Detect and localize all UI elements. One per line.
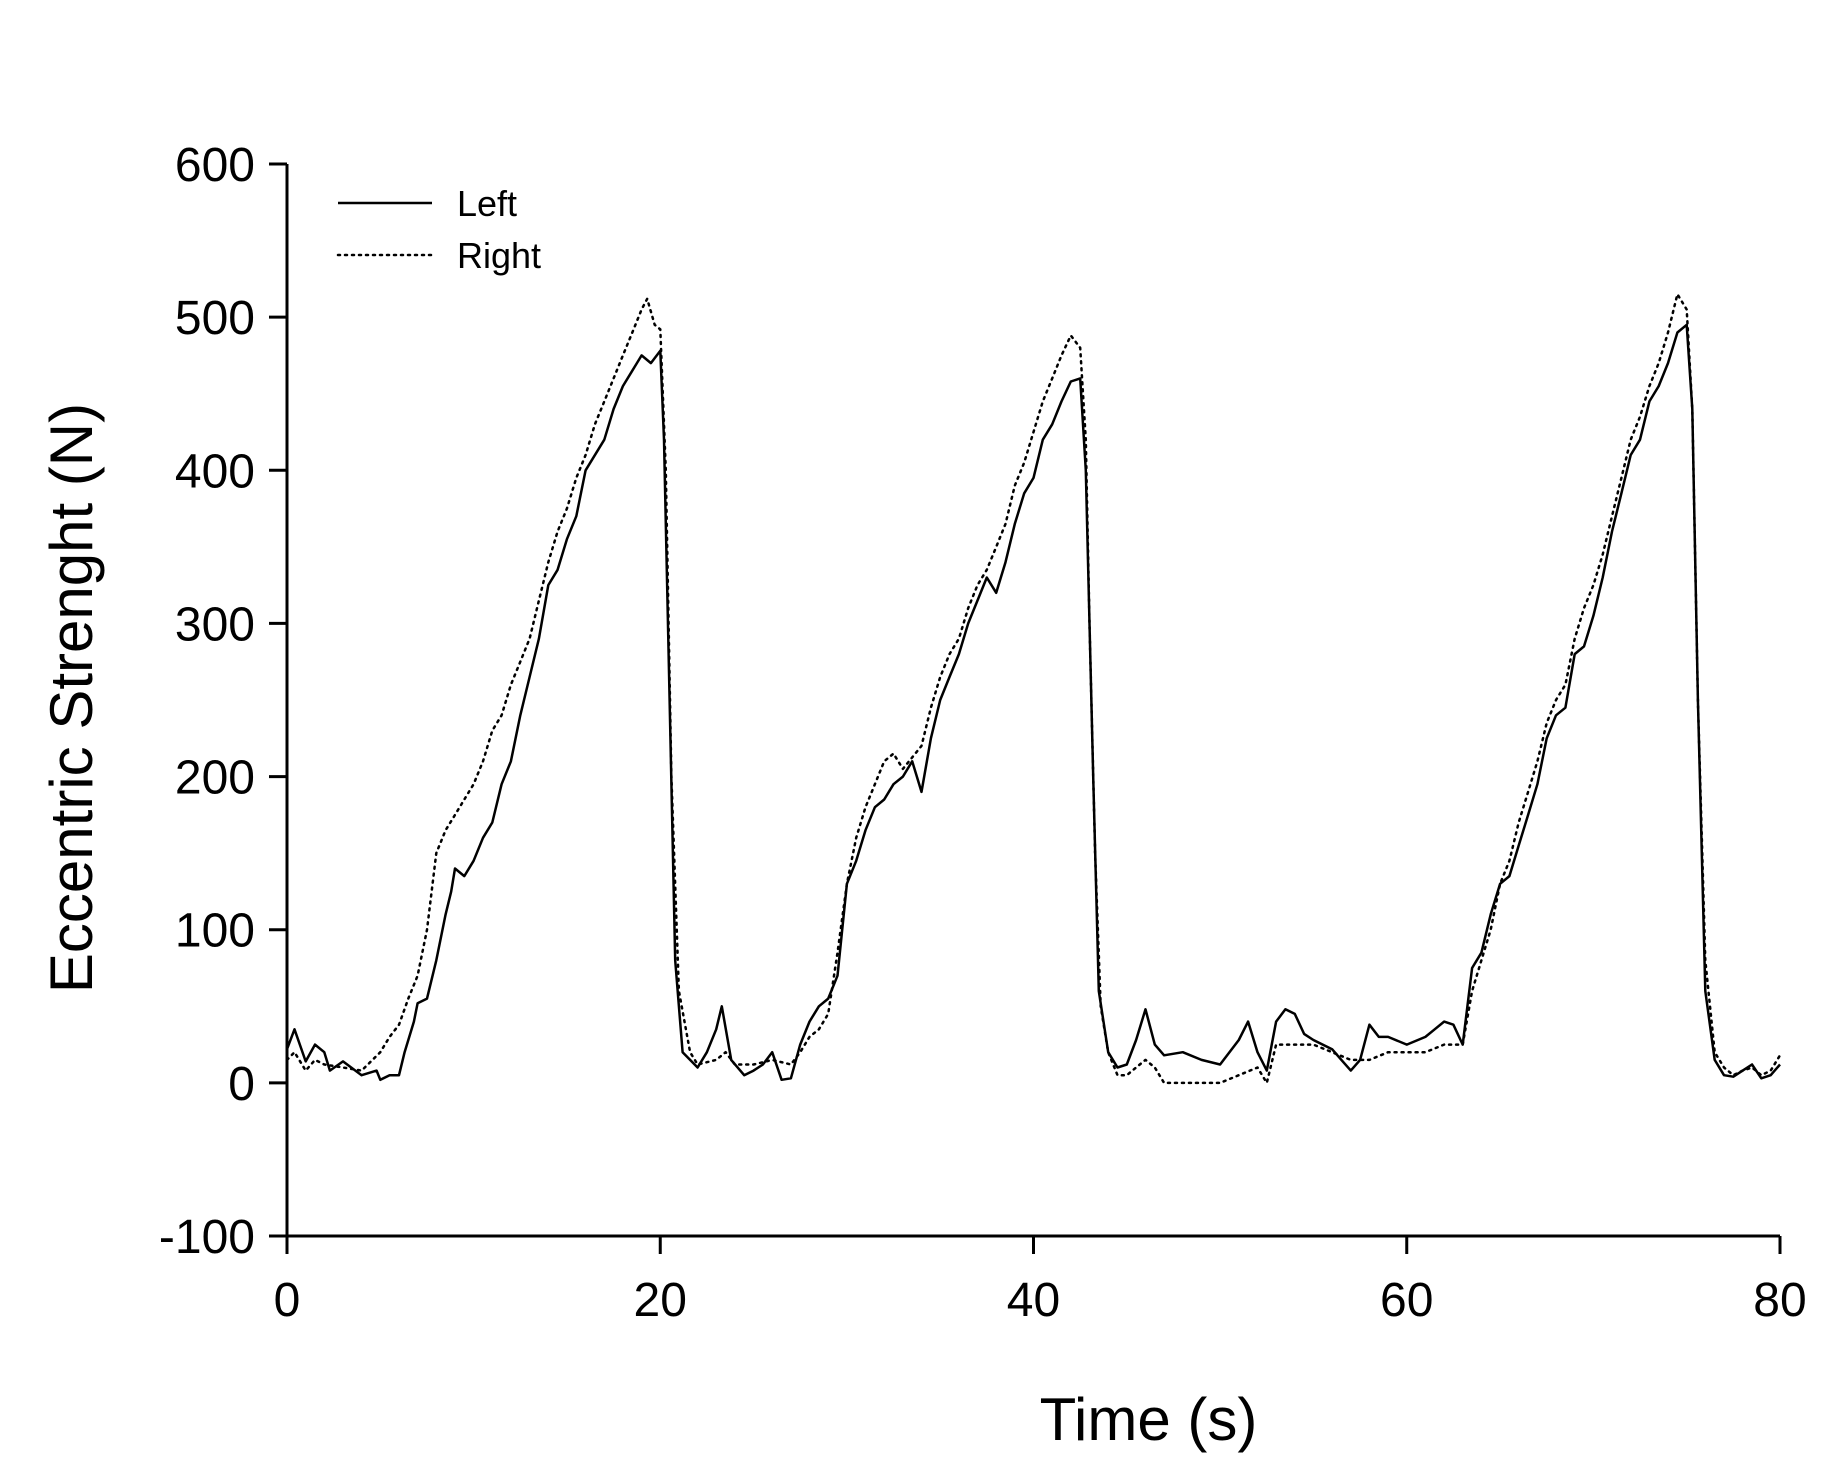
series-line-left	[285, 323, 1781, 1082]
y-tick-label: 0	[228, 1058, 255, 1111]
y-tick-label: -100	[159, 1211, 255, 1264]
legend-label-right: Right	[457, 235, 541, 276]
y-tick-label: 300	[175, 598, 255, 651]
y-axis-title: Eccentric Strenght (N)	[38, 403, 105, 993]
series-line-right	[285, 292, 1782, 1085]
x-tick-label: 80	[1753, 1274, 1806, 1327]
x-tick-label: 0	[274, 1274, 301, 1327]
y-axis-ticks: -100 0 100 200 300 400 500 600	[159, 139, 287, 1264]
y-tick-label: 200	[175, 752, 255, 805]
x-tick-label: 20	[634, 1274, 687, 1327]
legend: Left Right	[336, 183, 541, 276]
y-tick-label: 500	[175, 292, 255, 345]
series-layer	[285, 292, 1782, 1085]
y-tick-label: 600	[175, 139, 255, 192]
x-tick-label: 40	[1007, 1274, 1060, 1327]
x-tick-label: 60	[1380, 1274, 1433, 1327]
x-axis-title: Time (s)	[1040, 1386, 1258, 1453]
x-axis-ticks: 0 20 40 60 80	[274, 1236, 1807, 1327]
y-tick-label: 100	[175, 905, 255, 958]
y-tick-label: 400	[175, 445, 255, 498]
legend-label-left: Left	[457, 183, 517, 224]
